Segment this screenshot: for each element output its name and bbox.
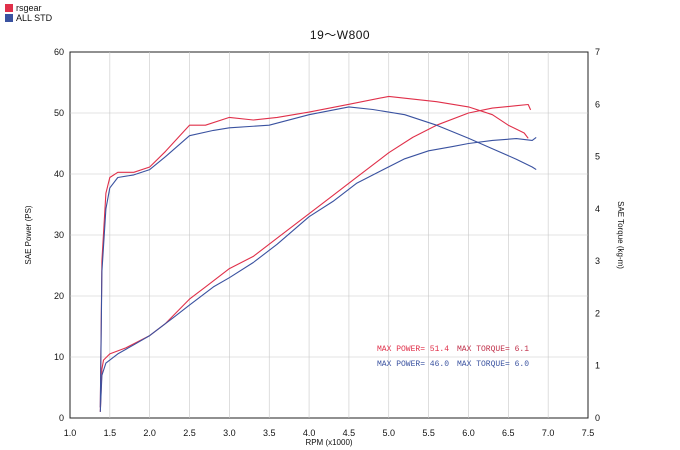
x-tick-label: 5.0 <box>383 428 396 438</box>
y-axis-left-label: SAE Power (PS) <box>24 205 33 264</box>
max-power-rsgear: MAX POWER= 51.4 <box>377 345 449 354</box>
x-tick-label: 3.0 <box>223 428 236 438</box>
y-left-tick-label: 20 <box>54 291 64 301</box>
max-power-std: MAX POWER= 46.0 <box>377 360 449 369</box>
y-left-tick-label: 60 <box>54 47 64 57</box>
y-left-tick-label: 50 <box>54 108 64 118</box>
x-axis-ticks: 1.0 1.5 2.0 2.5 3.0 3.5 4.0 4.5 5.0 5.5 6.0 6.5 7.0 7… <box>64 428 595 438</box>
x-tick-label: 5.5 <box>422 428 435 438</box>
chart-title: 19～W800 <box>309 28 371 42</box>
y-axis-left-ticks: 0 10 20 30 40 50 60 <box>54 47 64 423</box>
y-right-tick-label: 3 <box>595 256 600 266</box>
x-tick-label: 2.0 <box>143 428 156 438</box>
y-axis-right-ticks: 0 1 2 3 4 5 6 7 <box>595 47 600 423</box>
legend-item-rsgear: rsgear <box>5 3 52 13</box>
y-left-tick-label: 10 <box>54 352 64 362</box>
series-torque-rsgear <box>99 95 529 408</box>
y-right-tick-label: 5 <box>595 152 600 162</box>
legend-label-std: ALL STD <box>16 13 53 23</box>
x-tick-label: 6.0 <box>462 428 475 438</box>
y-left-tick-label: 30 <box>54 230 64 240</box>
y-right-tick-label: 4 <box>595 204 600 214</box>
legend-swatch-rsgear <box>5 4 13 12</box>
y-left-tick-label: 0 <box>59 413 64 423</box>
max-torque-std: MAX TORQUE= 6.0 <box>457 360 529 369</box>
x-tick-label: 3.5 <box>263 428 276 438</box>
legend-item-std: ALL STD <box>5 13 52 23</box>
y-right-tick-label: 1 <box>595 361 600 371</box>
y-right-tick-label: 6 <box>595 99 600 109</box>
x-tick-label: 7.0 <box>542 428 555 438</box>
legend: rsgear ALL STD <box>5 3 52 23</box>
y-left-tick-label: 40 <box>54 169 64 179</box>
x-tick-label: 4.0 <box>303 428 316 438</box>
y-right-tick-label: 2 <box>595 308 600 318</box>
y-axis-right-label: SAE Torque (kg-m) <box>616 201 625 269</box>
series-torque-std <box>99 106 537 408</box>
y-right-tick-label: 0 <box>595 413 600 423</box>
series-lines <box>99 95 537 412</box>
max-torque-rsgear: MAX TORQUE= 6.1 <box>457 345 529 354</box>
series-power-rsgear <box>99 103 532 412</box>
x-tick-label: 4.5 <box>343 428 356 438</box>
y-right-tick-label: 7 <box>595 47 600 57</box>
legend-swatch-std <box>5 14 13 22</box>
x-axis-label: RPM (x1000) <box>305 438 352 447</box>
x-tick-label: 1.5 <box>104 428 117 438</box>
x-tick-label: 7.5 <box>582 428 595 438</box>
x-tick-label: 1.0 <box>64 428 77 438</box>
legend-label-rsgear: rsgear <box>16 3 42 13</box>
series-power-std <box>99 136 537 412</box>
x-tick-label: 6.5 <box>502 428 515 438</box>
x-tick-label: 2.5 <box>183 428 196 438</box>
